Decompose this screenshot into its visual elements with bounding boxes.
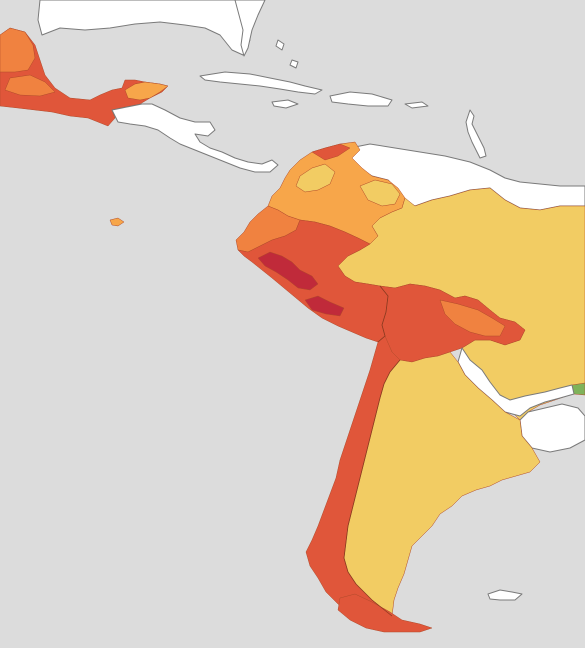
- region-florida-outline[interactable]: [234, 0, 266, 57]
- region-galapagos[interactable]: [109, 217, 125, 227]
- region-bolivia-orange[interactable]: [439, 299, 506, 337]
- border-chile-argentina: [343, 359, 401, 617]
- region-jamaica-outline[interactable]: [271, 99, 299, 109]
- region-colombia-yellow[interactable]: [295, 163, 336, 193]
- region-puerto-rico-outline[interactable]: [404, 101, 429, 109]
- region-bahamas-outline[interactable]: [275, 39, 299, 69]
- region-uruguay-outline[interactable]: [519, 403, 585, 453]
- region-peru-darkred[interactable]: [257, 251, 319, 291]
- region-cuba-outline[interactable]: [199, 71, 323, 95]
- region-falklands-outline[interactable]: [487, 589, 523, 601]
- region-colombia-red[interactable]: [311, 143, 351, 161]
- region-lesser-antilles-outline[interactable]: [465, 109, 487, 159]
- region-tierra-del-fuego[interactable]: [337, 593, 433, 633]
- region-central-america-outline[interactable]: [111, 103, 279, 173]
- region-mexico-north[interactable]: [0, 27, 36, 73]
- border-peru-bolivia: [377, 285, 389, 343]
- region-mexico-central[interactable]: [4, 74, 56, 97]
- region-hispaniola-outline[interactable]: [329, 91, 393, 107]
- region-mexico-yucatan[interactable]: [124, 81, 169, 101]
- region-colombia-yellow-east[interactable]: [359, 179, 401, 207]
- region-peru-darkred-south[interactable]: [304, 295, 345, 317]
